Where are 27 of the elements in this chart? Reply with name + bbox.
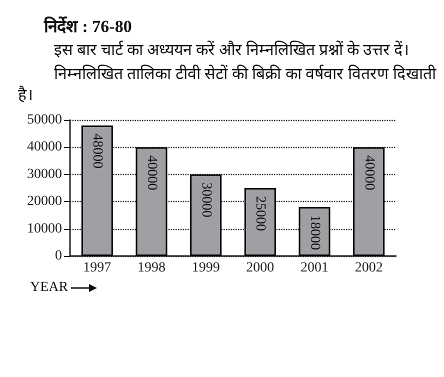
data-label: 48000	[90, 133, 105, 168]
data-label: 40000	[144, 155, 159, 190]
chart-title: निर्देश : 76-80	[42, 16, 133, 37]
data-label: 40000	[361, 155, 376, 190]
text: इस बार चार्ट का अध्ययन करें और निम्नलिखित प्रश्नों के उत्तर दें। निम्नलिखित तालिका टीवी सेटों की बिक्री का वर्षवार वितरण दिखाती है।	[18, 42, 436, 104]
x-tick-label: 2001	[300, 260, 328, 276]
bar	[81, 125, 113, 256]
x-tick-label: 1999	[192, 260, 220, 276]
data-label: 25000	[252, 196, 268, 231]
bar	[353, 147, 385, 256]
bar	[190, 174, 222, 256]
y-tick-label: 20000	[27, 194, 62, 210]
x-axis-title: YEAR	[30, 280, 68, 296]
y-tick-label: 10000	[27, 221, 62, 236]
x-tick-label: 2000	[246, 260, 274, 276]
x-tick-label: 2002	[354, 260, 383, 276]
bar	[136, 147, 168, 256]
x-tick-label: 1997	[83, 260, 112, 276]
data-label: 18000	[307, 215, 322, 250]
y-tick-label: 40000	[27, 140, 62, 155]
data-label: 30000	[198, 182, 214, 218]
y-tick-label: 30000	[27, 166, 62, 182]
x-tick-label: 1998	[138, 260, 166, 276]
bar	[244, 188, 276, 256]
bar	[298, 207, 330, 256]
y-tick-label: 0	[55, 248, 62, 264]
y-tick-label: 50000	[27, 112, 62, 128]
